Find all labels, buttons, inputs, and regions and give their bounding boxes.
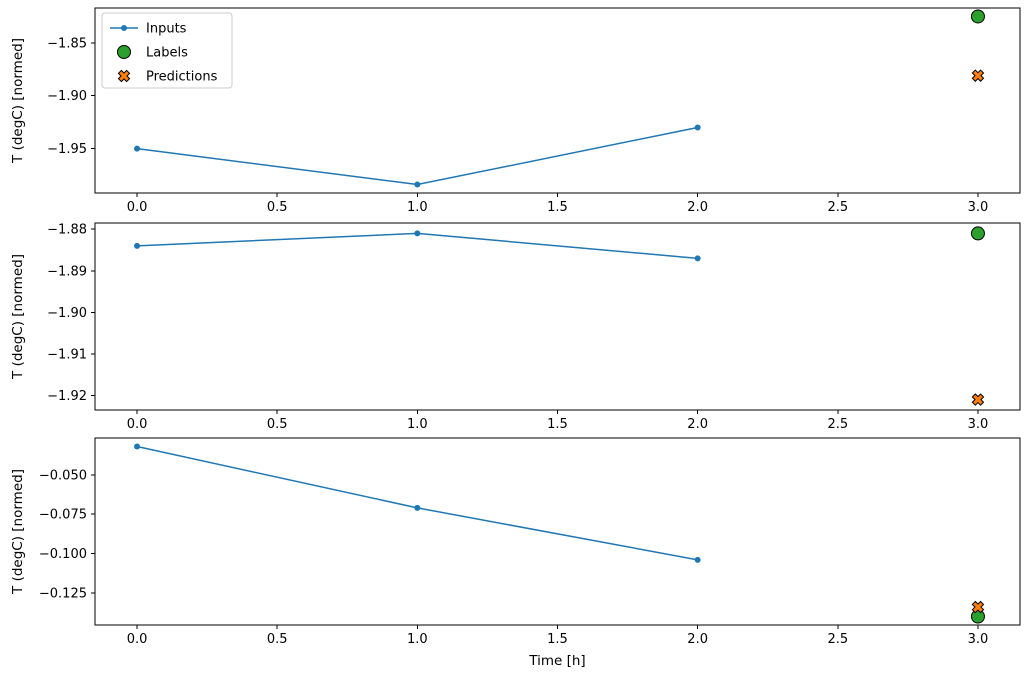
y-tick-label: −1.95: [47, 142, 87, 157]
y-axis-label: T (degC) [normed]: [10, 469, 26, 595]
marker-x-predictions: [971, 69, 985, 82]
marker-x-predictions: [971, 393, 985, 406]
x-tick-label: 1.0: [407, 200, 428, 215]
legend-label: Inputs: [146, 22, 187, 37]
legend-x-sample: [117, 69, 131, 83]
subplot-3: −0.050 −0.075 −0.100 −0.125 0.0 0.5 1.0 1.5 2.0 2…: [10, 437, 1021, 669]
x-tick-label: 2.0: [687, 200, 708, 215]
x-tick-label: 1.5: [547, 417, 568, 432]
x-tick-label: 0.5: [267, 632, 288, 647]
marker-circle-labels: [970, 226, 985, 241]
y-axis-label: T (degC) [normed]: [10, 38, 26, 164]
x-axis-label: Time [h]: [528, 653, 585, 669]
x-tick-label: 3.0: [968, 632, 989, 647]
marker-dot-inputs: [134, 443, 141, 450]
marker-dot-inputs: [694, 124, 701, 131]
x-tick-label: 0.0: [127, 632, 148, 647]
legend-circle-sample: [117, 45, 131, 59]
x-tick-label: 1.0: [407, 632, 428, 647]
legend-dot-sample: [121, 25, 127, 31]
marker-circle-labels: [970, 609, 985, 624]
x-tick-label: 3.0: [968, 200, 989, 215]
x-tick-label: 0.0: [127, 200, 148, 215]
marker-dot-inputs: [414, 230, 421, 237]
x-tick-label: 3.0: [968, 417, 989, 432]
x-tick-label: 0.5: [267, 417, 288, 432]
x-tick-label: 2.5: [827, 200, 848, 215]
y-tick-label: −0.100: [39, 547, 87, 562]
legend-box: [101, 12, 233, 89]
marker-dot-inputs: [414, 181, 421, 188]
x-tick-label: 1.0: [407, 417, 428, 432]
subplot-1: −1.85 −1.90 −1.95 0.0 0.5 1.0 1.5 2.0 2.5 3.0 T (d…: [10, 7, 1021, 215]
y-tick-label: −1.89: [47, 264, 87, 279]
x-tick-label: 2.5: [827, 417, 848, 432]
x-tick-label: 0.0: [127, 417, 148, 432]
y-tick-label: −1.88: [47, 223, 87, 238]
marker-dot-inputs: [134, 242, 141, 249]
marker-circle-labels: [970, 9, 985, 24]
marker-dot-inputs: [694, 556, 701, 563]
marker-x-predictions: [971, 600, 985, 614]
subplot-2: −1.88 −1.89 −1.90 −1.91 −1.92 0.0 0.5 1.0 1.5 2.0…: [10, 222, 1021, 432]
x-tick-label: 2.0: [687, 632, 708, 647]
x-tick-label: 1.5: [547, 200, 568, 215]
legend-label: Labels: [146, 46, 188, 61]
x-tick-label: 2.0: [687, 417, 708, 432]
y-tick-label: −1.90: [47, 89, 87, 104]
y-tick-label: −0.050: [39, 468, 87, 483]
marker-dot-inputs: [134, 145, 141, 152]
legend-label: Predictions: [146, 70, 218, 85]
y-tick-label: −1.91: [47, 347, 87, 362]
y-axis-label: T (degC) [normed]: [10, 254, 26, 380]
x-tick-label: 1.5: [547, 632, 568, 647]
y-tick-label: −0.075: [39, 508, 87, 523]
legend: Inputs Labels Predictions: [101, 12, 233, 89]
x-tick-label: 2.5: [827, 632, 848, 647]
y-tick-label: −1.85: [47, 36, 87, 51]
marker-dot-inputs: [414, 504, 421, 511]
marker-dot-inputs: [694, 255, 701, 262]
y-tick-label: −0.125: [39, 586, 87, 601]
x-tick-label: 0.5: [267, 200, 288, 215]
y-tick-label: −1.90: [47, 306, 87, 321]
y-tick-label: −1.92: [47, 389, 87, 404]
